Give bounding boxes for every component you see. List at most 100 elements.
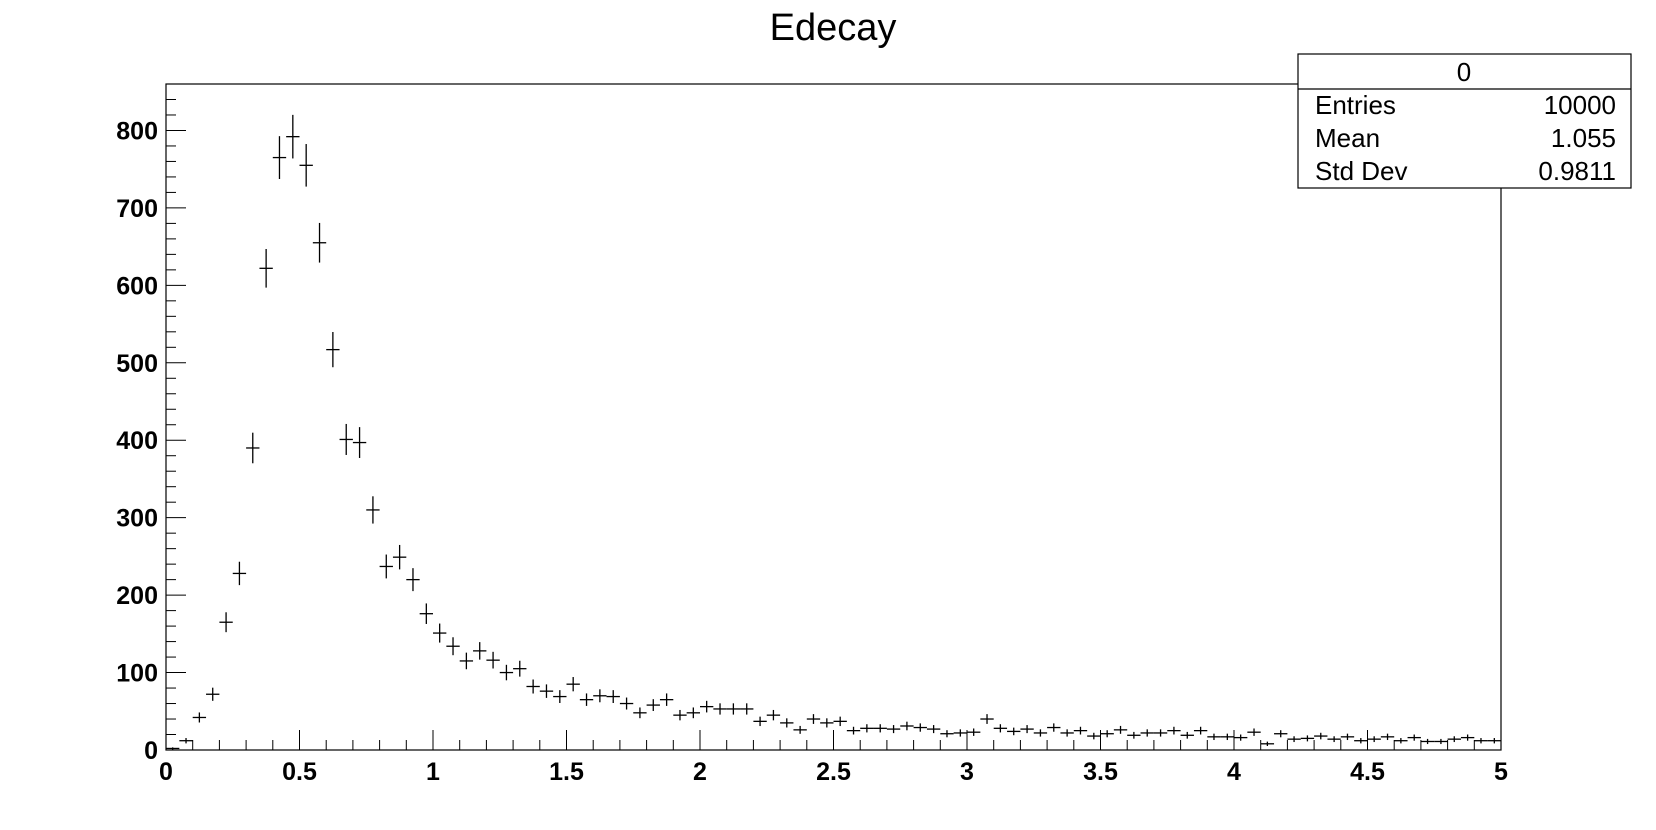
histogram-bin: [539, 684, 554, 698]
x-tick-label: 3: [960, 758, 974, 786]
histogram-bin: [846, 726, 861, 735]
histogram-bin: [526, 679, 540, 694]
histogram-bin: [513, 660, 527, 677]
x-tick-label: 2.5: [816, 758, 851, 786]
histogram-bin: [659, 693, 674, 706]
histogram-bin: [1193, 726, 1208, 735]
histogram-bin: [780, 718, 794, 728]
y-tick-label: 0: [144, 737, 158, 765]
histogram-bin: [1153, 729, 1168, 737]
histogram-bin: [1234, 734, 1248, 741]
histogram-bin: [1300, 735, 1315, 742]
histogram-bin: [860, 724, 874, 733]
histogram-bin: [1260, 741, 1275, 746]
histogram-bin: [1367, 736, 1381, 743]
histogram-bin: [1033, 729, 1048, 737]
x-tick-label: 0: [159, 758, 173, 786]
histogram-bin: [1274, 730, 1288, 738]
histogram-bin: [980, 714, 994, 724]
histogram-bin: [473, 642, 487, 660]
histogram-bin: [1474, 738, 1488, 744]
histogram-bin: [633, 707, 647, 719]
histogram-bin: [1394, 738, 1408, 744]
histogram-bin: [900, 721, 914, 731]
histogram-bin: [179, 738, 193, 744]
histogram-bin: [1060, 729, 1074, 737]
histogram-bin: [566, 677, 580, 692]
histogram-bin: [820, 718, 834, 728]
histogram-bin: [339, 423, 353, 455]
histogram-bin: [953, 729, 967, 737]
stats-box-frame: [1297, 53, 1632, 189]
histogram-bin: [700, 700, 714, 713]
x-tick-label: 5: [1494, 758, 1508, 786]
histogram-bin: [259, 248, 273, 288]
histogram-bin: [926, 725, 941, 734]
histogram-bin: [806, 714, 821, 724]
y-tick-label: 300: [116, 505, 158, 533]
histogram-bin: [1020, 725, 1034, 734]
histogram-bin: [1140, 729, 1154, 737]
x-tick-label: 2: [693, 758, 707, 786]
histogram-bin: [873, 724, 887, 733]
histogram-bin: [1314, 732, 1328, 740]
histogram-bin: [1434, 738, 1448, 745]
histogram-bin: [499, 664, 514, 681]
histogram-bin: [593, 689, 607, 703]
y-tick-label: 700: [116, 195, 158, 223]
histogram-bin: [352, 427, 367, 458]
y-tick-label: 800: [116, 117, 158, 145]
histogram-bin: [433, 623, 447, 643]
histogram-bin: [579, 693, 594, 706]
y-tick-label: 200: [116, 582, 158, 610]
histogram-bin: [272, 136, 287, 179]
histogram-bin: [1113, 725, 1128, 734]
histogram-bin: [166, 747, 180, 750]
x-tick-label: 4: [1227, 758, 1241, 786]
histogram-bin: [1287, 736, 1301, 743]
histogram-bin: [192, 712, 207, 723]
stats-box: 0 Entries 10000 Mean 1.055 Std Dev 0.981…: [1297, 53, 1632, 189]
histogram-bin: [366, 496, 380, 524]
stats-mean-value: 1.055: [1551, 123, 1616, 153]
histogram-bin: [1073, 726, 1088, 735]
y-tick-label: 100: [116, 660, 158, 688]
histogram-bin: [1487, 738, 1501, 744]
histogram-bin: [1100, 730, 1114, 738]
y-tick-label: 600: [116, 272, 158, 300]
histogram-bin: [833, 716, 847, 727]
histogram-bin: [646, 699, 660, 711]
histogram-bin: [1220, 733, 1234, 741]
x-tick-labels: 0 0.5 1 1.5 2 2.5 3 3.5 4 4.5 5: [159, 758, 1508, 786]
histogram-bin: [1207, 733, 1221, 741]
histogram-bin: [993, 724, 1008, 733]
histogram-bin: [246, 432, 260, 464]
x-tick-label: 1: [426, 758, 440, 786]
x-tick-label: 1.5: [549, 758, 584, 786]
histogram-bin: [379, 554, 393, 579]
histogram-bin: [1247, 728, 1261, 736]
histogram-bin: [1380, 733, 1395, 741]
stats-stddev-value: 0.9811: [1538, 156, 1616, 186]
histogram-bin: [1327, 736, 1341, 743]
histogram-bin: [766, 709, 781, 721]
histogram-bin: [886, 725, 901, 734]
histogram-bin: [1180, 731, 1194, 739]
stats-stddev-label: Std Dev: [1315, 156, 1408, 186]
histogram-bin: [206, 687, 220, 701]
histogram-bin: [286, 114, 300, 159]
histogram-bin: [326, 332, 340, 368]
y-tick-labels: 0 100 200 300 400 500 600 700 800: [116, 117, 158, 765]
chart-title: Edecay: [770, 7, 897, 49]
stats-entries-value: 10000: [1544, 90, 1616, 120]
histogram-bin: [673, 709, 687, 721]
histogram-bin: [1087, 732, 1101, 740]
histogram-bin: [299, 144, 313, 187]
histogram-bin: [419, 603, 433, 624]
x-tick-label: 3.5: [1083, 758, 1118, 786]
histogram-bin: [713, 703, 727, 715]
histogram-bin: [726, 703, 741, 715]
y-tick-label: 500: [116, 350, 158, 378]
histogram-bin: [913, 723, 927, 732]
y-axis: [166, 83, 186, 751]
